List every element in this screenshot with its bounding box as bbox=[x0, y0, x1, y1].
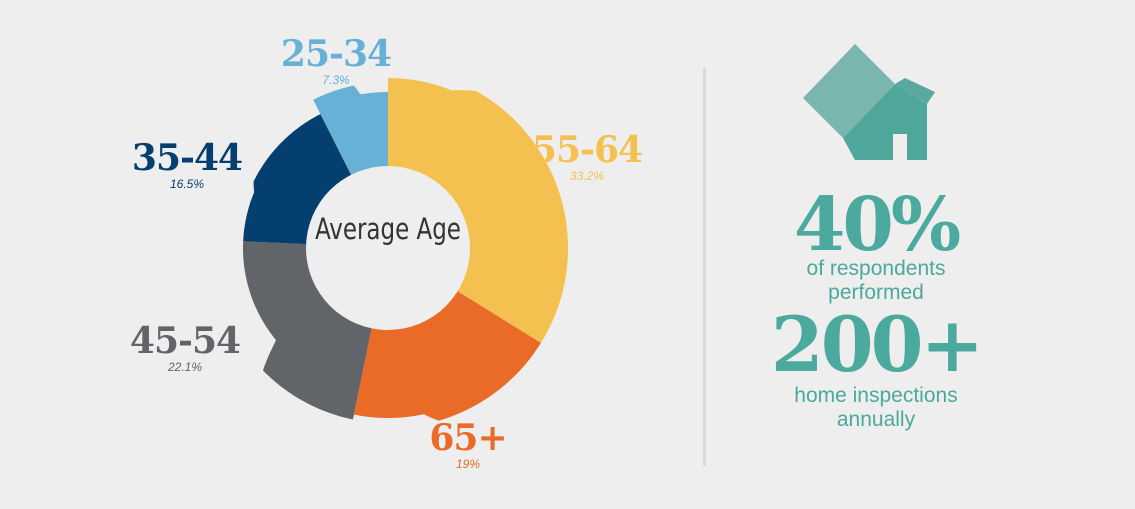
percent-label: 33.2% bbox=[569, 169, 605, 183]
donut-hole bbox=[306, 166, 470, 330]
stat-percent-caption-line1: of respondents bbox=[806, 257, 946, 280]
house-wall bbox=[843, 84, 927, 160]
stat-percent-caption-line2: performed bbox=[828, 281, 924, 304]
segment-label-65plus: 65+ 19% bbox=[368, 420, 568, 471]
house-roof bbox=[803, 44, 895, 138]
stat-count-value: 200+ bbox=[770, 300, 984, 389]
segment-25-34 bbox=[313, 85, 388, 177]
percent-label: 19% bbox=[455, 457, 481, 471]
house-eave bbox=[895, 78, 935, 104]
segment-label-45-54: 45-54 22.1% bbox=[85, 323, 285, 374]
stat-count-caption-line2: annually bbox=[836, 408, 916, 431]
age-range-label: 25-34 bbox=[280, 33, 392, 75]
age-range-label: 35-44 bbox=[131, 137, 243, 179]
segment-65plus bbox=[353, 290, 541, 421]
age-range-label: 45-54 bbox=[129, 320, 241, 362]
segment-label-35-44: 35-44 16.5% bbox=[87, 140, 287, 191]
section-divider bbox=[703, 68, 706, 466]
percent-label: 16.5% bbox=[169, 177, 205, 191]
segment-35-44 bbox=[243, 114, 352, 245]
age-range-label: 65+ bbox=[429, 417, 507, 459]
segment-label-25-34: 25-34 7.3% bbox=[236, 36, 436, 87]
segment-label-55-64: 55-64 33.2% bbox=[487, 132, 687, 183]
stat-count-caption-line1: home inspections bbox=[794, 384, 958, 407]
segment-55-64 bbox=[388, 78, 568, 343]
segment-45-54 bbox=[243, 241, 372, 420]
house-icon bbox=[803, 44, 935, 160]
percent-label: 22.1% bbox=[167, 360, 203, 374]
percent-label: 7.3% bbox=[322, 73, 350, 87]
chart-title: Average Age bbox=[315, 212, 461, 246]
age-range-label: 55-64 bbox=[531, 129, 643, 171]
stat-percent-value: 40% bbox=[793, 182, 961, 268]
